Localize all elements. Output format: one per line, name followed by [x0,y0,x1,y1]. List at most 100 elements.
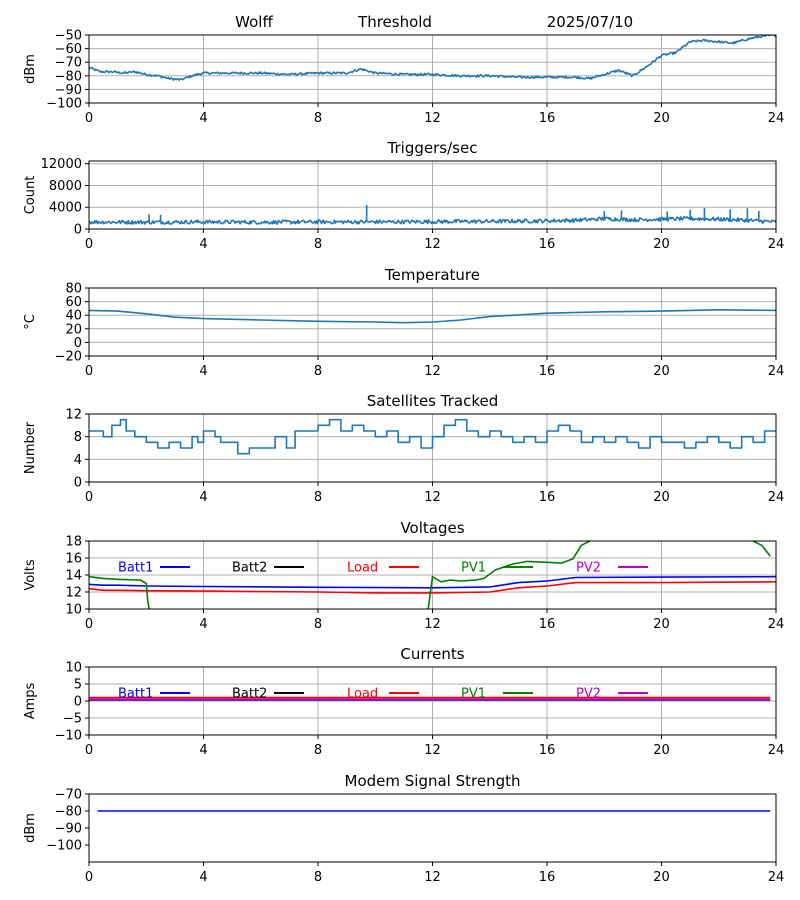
x-tick-label: 24 [768,490,785,505]
x-tick-label: 0 [85,870,93,885]
x-tick-label: 0 [85,617,93,632]
y-tick-label: 16 [65,552,82,567]
y-tick-label: 4 [74,453,82,468]
y-tick-label: −10 [55,729,82,744]
satellites-ylabel: Number [23,421,38,474]
x-tick-label: 16 [539,364,556,379]
legend-label-load: Load [347,687,378,702]
y-tick-label: −70 [55,788,82,803]
x-tick-label: 20 [653,364,670,379]
y-tick-label: 60 [65,295,82,310]
y-tick-label: 0 [74,223,82,238]
threshold-series-group [89,35,776,81]
y-tick-label: −5 [63,712,82,727]
voltages-title: Voltages [400,519,464,537]
y-tick-label: 40 [65,309,82,324]
y-tick-label: 0 [74,476,82,491]
x-tick-label: 8 [314,743,322,758]
x-tick-label: 12 [424,490,441,505]
y-tick-label: 8 [74,430,82,445]
y-tick-label: 12 [65,586,82,601]
modem-ylabel: dBm [23,813,38,843]
threshold-series-0-line [89,35,776,81]
x-tick-label: 24 [768,617,785,632]
modem-axes-frame [88,793,777,863]
currents-ylabel: Amps [23,682,38,719]
voltages-series-0-line [89,575,776,589]
x-tick-label: 4 [199,111,207,126]
x-tick-label: 8 [314,364,322,379]
y-tick-label: −20 [55,350,82,365]
y-tick-label: 10 [65,603,82,618]
x-tick-label: 4 [199,237,207,252]
voltages-series-4-line [752,541,771,557]
x-tick-label: 0 [85,237,93,252]
y-tick-label: 0 [74,336,82,351]
x-tick-label: 20 [653,617,670,632]
x-tick-label: 16 [539,743,556,758]
x-tick-label: 4 [199,364,207,379]
legend-label-load: Load [347,561,378,576]
currents-title: Currents [400,645,464,663]
legend-label-pv2: PV2 [576,687,601,702]
satellites-title: Satellites Tracked [367,392,498,410]
satellites-series-0-line [89,418,776,455]
x-tick-label: 0 [85,743,93,758]
x-tick-label: 20 [653,743,670,758]
modem-panel: 0 4 8 12 16 20 24 −100 −90 −80 −70 dBm Modem Signal … [23,772,784,885]
x-tick-label: 20 [653,111,670,126]
legend-label-pv2: PV2 [576,561,601,576]
x-tick-label: 0 [85,490,93,505]
legend-label-batt2: Batt2 [232,687,267,702]
x-tick-label: 12 [424,364,441,379]
satellites-panel: 0 4 8 12 16 20 24 0 4 8 12 Number Satellites Tracked [23,392,784,505]
x-tick-label: 16 [539,490,556,505]
y-tick-label: −90 [55,822,82,837]
x-tick-label: 16 [539,870,556,885]
header-date: 2025/07/10 [547,13,633,31]
temperature-series-group [89,309,776,324]
header-station: Wolff [235,13,273,31]
y-tick-label: −80 [55,69,82,84]
x-tick-label: 24 [768,237,785,252]
currents-panel: 0 4 8 12 16 20 24 −10 −5 0 5 10 Amps Currents Batt1 Bat… [23,645,784,758]
x-tick-label: 4 [199,490,207,505]
legend-label-batt2: Batt2 [232,561,267,576]
y-tick-label: 80 [65,282,82,297]
temperature-ylabel: °C [23,314,38,330]
x-tick-label: 12 [424,743,441,758]
legend-label-pv1: PV1 [461,687,486,702]
voltages-series-2-line [89,575,150,609]
temperature-title: Temperature [384,266,480,284]
x-tick-label: 24 [768,364,785,379]
x-tick-label: 20 [653,237,670,252]
voltages-series-3-line [427,541,591,609]
x-tick-label: 16 [539,111,556,126]
triggers-series-group [89,205,776,225]
x-tick-label: 24 [768,870,785,885]
y-tick-label: 12000 [41,157,82,172]
x-tick-label: 8 [314,617,322,632]
y-tick-label: −80 [55,805,82,820]
voltages-series-group [89,541,776,609]
threshold-panel: 0 4 8 12 16 20 24 −100−90−80−70−60−50 dBm [23,29,784,127]
modem-title: Modem Signal Strength [345,772,521,790]
x-tick-label: 24 [768,111,785,126]
x-tick-label: 16 [539,617,556,632]
x-tick-label: 4 [199,617,207,632]
y-tick-label: −100 [46,97,82,112]
x-tick-label: 8 [314,237,322,252]
x-tick-label: 12 [424,617,441,632]
x-tick-label: 12 [424,111,441,126]
voltages-ylabel: Volts [23,559,38,591]
x-tick-label: 8 [314,490,322,505]
threshold-ylabel: dBm [23,54,38,84]
x-tick-label: 16 [539,237,556,252]
x-tick-label: 8 [314,870,322,885]
y-tick-label: 0 [74,695,82,710]
satellites-series-group [89,418,776,455]
y-tick-label: 20 [65,322,82,337]
